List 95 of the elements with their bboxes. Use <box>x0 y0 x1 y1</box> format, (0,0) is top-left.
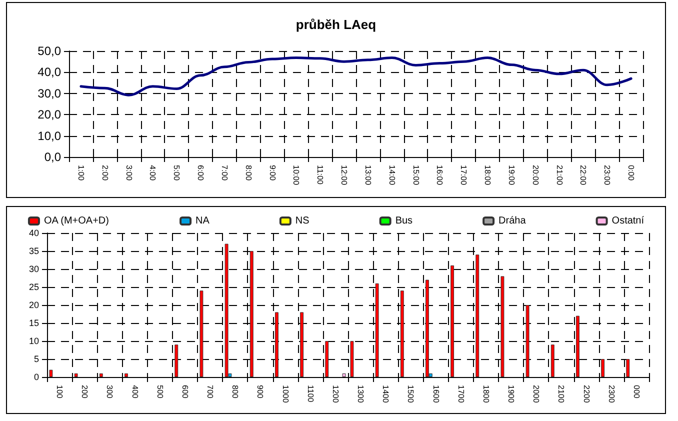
x-tick-label: 1000 <box>280 385 290 404</box>
legend-label: OA (M+OA+D) <box>44 216 109 226</box>
legend-label: Dráha <box>498 216 526 226</box>
x-tick-label: 5:00 <box>172 165 182 182</box>
bar <box>200 290 204 377</box>
legend-label: Ostatní <box>612 216 644 226</box>
bar <box>49 370 53 377</box>
x-tick-label: 1400 <box>381 385 390 404</box>
x-tick-label: 4:00 <box>148 165 158 182</box>
x-tick-label: 1900 <box>506 385 516 404</box>
bar <box>174 344 178 377</box>
chart-title: průběh LAeq <box>296 17 376 32</box>
x-tick-label: 1:00 <box>76 165 86 182</box>
x-tick-label: 2200 <box>582 385 591 404</box>
bar <box>576 316 580 377</box>
x-tick-label: 10:00 <box>292 165 301 186</box>
legend-label: NS <box>295 216 310 226</box>
line-series <box>80 56 632 96</box>
y-tick-label: 10 <box>28 336 39 346</box>
x-tick-label: 000 <box>632 385 641 399</box>
x-tick-label: 9:00 <box>268 165 277 182</box>
legend-label: Bus <box>395 216 413 226</box>
x-tick-label: 14:00 <box>387 165 396 186</box>
bar <box>526 305 530 377</box>
x-tick-label: 16:00 <box>435 165 444 186</box>
x-tick-label: 1500 <box>406 385 416 404</box>
x-tick-label: 1100 <box>306 385 315 403</box>
bar <box>124 373 128 377</box>
bar <box>300 312 304 377</box>
bar <box>426 280 429 377</box>
x-tick-label: 2:00 <box>100 165 110 182</box>
x-tick-label: 500 <box>155 385 164 399</box>
bar <box>500 276 504 377</box>
y-tick-label: 35 <box>28 246 39 256</box>
x-tick-label: 18:00 <box>483 165 492 186</box>
y-tick-label: 30 <box>28 264 39 274</box>
x-tick-label: 3:00 <box>124 165 134 182</box>
bar <box>325 341 329 377</box>
x-tick-label: 600 <box>180 385 190 399</box>
x-tick-label: 300 <box>105 385 114 399</box>
x-tick-label: 1700 <box>456 385 466 404</box>
bar <box>342 373 346 377</box>
x-tick-label: 19:00 <box>506 165 516 186</box>
y-tick-label: 20,0 <box>38 108 62 122</box>
y-tick-label: 40 <box>28 228 39 238</box>
x-tick-label: 800 <box>230 385 240 399</box>
y-tick-label: 40,0 <box>38 65 62 80</box>
x-tick-label: 11:00 <box>316 165 325 185</box>
x-tick-label: 8:00 <box>244 165 253 182</box>
x-tick-label: 0:00 <box>626 165 636 182</box>
bar <box>350 341 354 377</box>
bar <box>550 344 554 377</box>
x-tick-label: 2000 <box>532 385 541 404</box>
bar <box>450 265 454 377</box>
x-tick-label: 2100 <box>556 385 566 404</box>
y-tick-label: 20 <box>28 300 39 310</box>
x-tick-label: 13:00 <box>363 165 372 186</box>
x-tick-label: 6:00 <box>196 165 206 182</box>
y-tick-label: 25 <box>28 282 39 292</box>
bar <box>601 359 605 377</box>
x-tick-label: 1200 <box>330 385 340 404</box>
x-tick-label: 700 <box>206 385 215 399</box>
x-tick-label: 23:00 <box>602 165 612 186</box>
y-tick-label: 0 <box>34 372 39 382</box>
y-tick-label: 50,0 <box>38 44 62 58</box>
y-tick-label: 15 <box>28 318 39 328</box>
x-tick-label: 1800 <box>481 385 490 404</box>
x-tick-label: 200 <box>80 385 90 399</box>
x-tick-label: 2300 <box>606 385 616 404</box>
bar <box>375 283 379 377</box>
y-tick-label: 5 <box>34 354 39 364</box>
legend-label: NA <box>196 216 210 226</box>
x-tick-label: 1600 <box>431 385 440 404</box>
x-tick-label: 100 <box>55 385 64 399</box>
x-tick-label: 1300 <box>356 385 366 404</box>
bar <box>476 254 480 377</box>
x-tick-label: 21:00 <box>554 165 564 186</box>
bar <box>275 312 278 377</box>
x-tick-label: 17:00 <box>459 165 468 186</box>
x-tick-label: 7:00 <box>220 165 229 182</box>
bar <box>250 251 254 377</box>
y-tick-label: 0,0 <box>44 150 62 164</box>
bar <box>626 359 630 377</box>
bar <box>400 290 404 377</box>
x-tick-label: 400 <box>130 385 140 399</box>
bar <box>74 373 78 377</box>
x-tick-label: 22:00 <box>578 165 588 186</box>
x-tick-label: 12:00 <box>340 165 349 186</box>
bar <box>99 373 103 377</box>
x-tick-label: 20:00 <box>530 165 540 186</box>
bar <box>224 244 228 377</box>
y-tick-label: 30,0 <box>38 86 62 100</box>
y-tick-label: 10,0 <box>38 128 62 143</box>
x-tick-label: 15:00 <box>411 165 420 186</box>
x-tick-label: 900 <box>256 385 265 399</box>
